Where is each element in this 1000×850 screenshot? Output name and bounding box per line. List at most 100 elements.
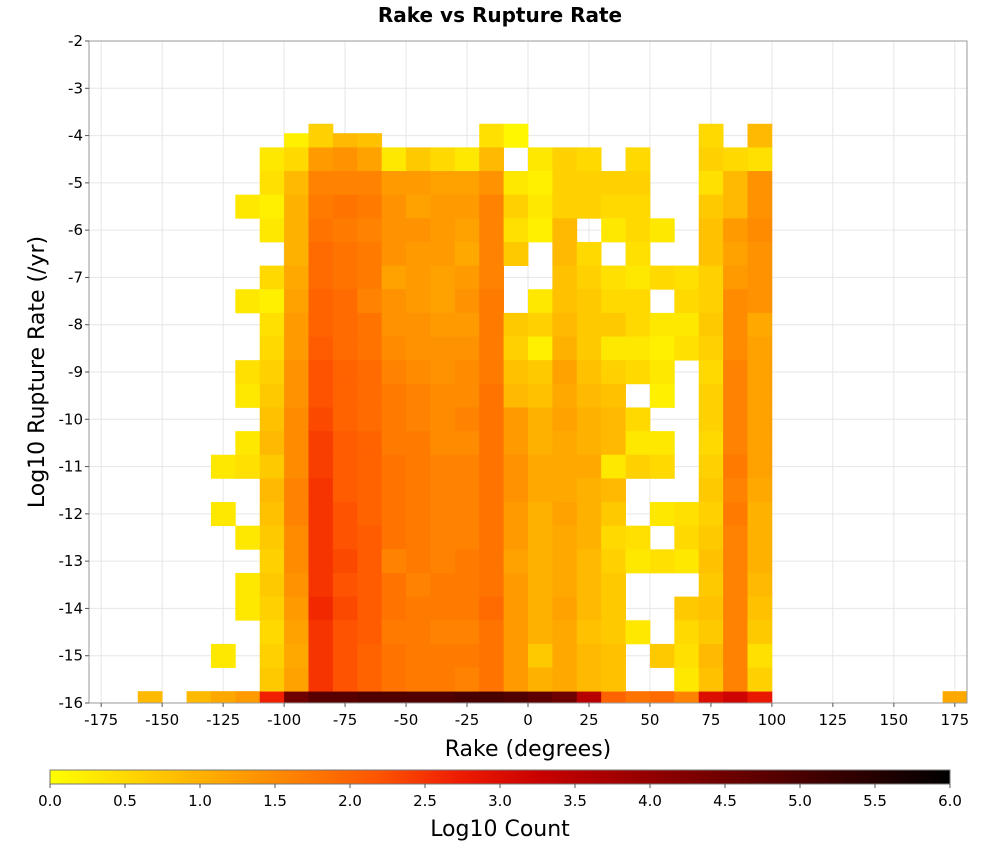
heatmap-cell (332, 572, 358, 597)
heatmap-cell (332, 502, 358, 527)
heatmap-cell (284, 502, 309, 527)
heatmap-cell (259, 667, 285, 692)
heatmap-cell (528, 383, 553, 408)
heatmap-cell (479, 123, 505, 148)
heatmap-cell (601, 620, 626, 645)
x-tick-label: -25 (455, 711, 480, 729)
heatmap-cell (430, 407, 456, 432)
heatmap-cell (625, 691, 651, 704)
heatmap-cell (747, 147, 773, 172)
heatmap-cell (454, 289, 480, 314)
heatmap-cell (723, 194, 748, 219)
heatmap-cell (552, 549, 578, 574)
heatmap-cell (723, 360, 748, 385)
heatmap-cell (381, 312, 407, 337)
colorbar-tick-label: 0.0 (38, 792, 62, 810)
heatmap-cell (479, 643, 505, 668)
heatmap-cell (723, 265, 748, 290)
heatmap-cell (479, 147, 505, 172)
heatmap-cell (698, 407, 724, 432)
heatmap-cell (430, 596, 456, 621)
heatmap-cell (576, 643, 602, 668)
heatmap-cell (454, 194, 480, 219)
heatmap-cell (381, 383, 407, 408)
heatmap-cell (723, 407, 748, 432)
heatmap-cell (308, 383, 334, 408)
heatmap-cell (625, 525, 651, 550)
heatmap-cell (528, 691, 553, 704)
heatmap-cell (308, 525, 334, 550)
heatmap-cell (747, 502, 773, 527)
heatmap-cell (308, 667, 334, 692)
heatmap-cell (723, 454, 748, 479)
heatmap-cell (649, 431, 675, 456)
heatmap-cell (406, 454, 431, 479)
heatmap-cell (674, 620, 700, 645)
heatmap-cell (454, 596, 480, 621)
heatmap-cell (747, 289, 773, 314)
heatmap-cell (698, 572, 724, 597)
heatmap-cell (723, 383, 748, 408)
heatmap-cell (576, 383, 602, 408)
heatmap-cell (259, 572, 285, 597)
heatmap-cell (649, 383, 675, 408)
y-tick-label: -14 (59, 599, 84, 617)
heatmap-cell (406, 407, 431, 432)
heatmap-cell (552, 218, 578, 243)
heatmap-cell (625, 171, 651, 196)
heatmap-cell (747, 478, 773, 503)
heatmap-cell (625, 431, 651, 456)
heatmap-cell (649, 360, 675, 385)
heatmap-cell (552, 431, 578, 456)
heatmap-cell (406, 620, 431, 645)
heatmap-cell (601, 312, 626, 337)
heatmap-cell (430, 454, 456, 479)
heatmap-cell (698, 194, 724, 219)
heatmap-cell (601, 643, 626, 668)
heatmap-cell (357, 147, 383, 172)
heatmap-cell (503, 218, 529, 243)
heatmap-cell (259, 691, 285, 704)
heatmap-cell (552, 147, 578, 172)
heatmap-cell (601, 194, 626, 219)
heatmap-cell (674, 312, 700, 337)
colorbar-tick-label: 3.0 (488, 792, 512, 810)
heatmap-cell (601, 360, 626, 385)
heatmap-cell (284, 431, 309, 456)
heatmap-cell (454, 360, 480, 385)
colorbar-tick-label: 4.5 (713, 792, 737, 810)
heatmap-cell (649, 691, 675, 704)
colorbar-tick-label: 1.5 (263, 792, 287, 810)
heatmap-cell (259, 407, 285, 432)
heatmap-cell (747, 407, 773, 432)
heatmap-cell (357, 194, 383, 219)
heatmap-cell (698, 123, 724, 148)
heatmap-cell (332, 218, 358, 243)
heatmap-cell (528, 218, 553, 243)
heatmap-cell (625, 147, 651, 172)
heatmap-cell (381, 171, 407, 196)
heatmap-cell (528, 478, 553, 503)
heatmap-cell (308, 312, 334, 337)
heatmap-cell (259, 289, 285, 314)
heatmap-cell (308, 407, 334, 432)
heatmap-cell (454, 431, 480, 456)
heatmap-cell (576, 454, 602, 479)
heatmap-cell (625, 289, 651, 314)
heatmap-cell (528, 502, 553, 527)
heatmap-cell (747, 454, 773, 479)
heatmap-cell (479, 312, 505, 337)
heatmap-cell (332, 383, 358, 408)
heatmap-cell (381, 407, 407, 432)
heatmap-cell (454, 549, 480, 574)
heatmap-cell (528, 620, 553, 645)
x-tick-label: 100 (758, 711, 787, 729)
heatmap-cell (503, 643, 529, 668)
heatmap-cell (503, 194, 529, 219)
heatmap-cell (576, 147, 602, 172)
heatmap-cell (357, 572, 383, 597)
heatmap-cell (357, 360, 383, 385)
heatmap-cell (430, 667, 456, 692)
heatmap-cell (259, 218, 285, 243)
heatmap-cell (698, 454, 724, 479)
